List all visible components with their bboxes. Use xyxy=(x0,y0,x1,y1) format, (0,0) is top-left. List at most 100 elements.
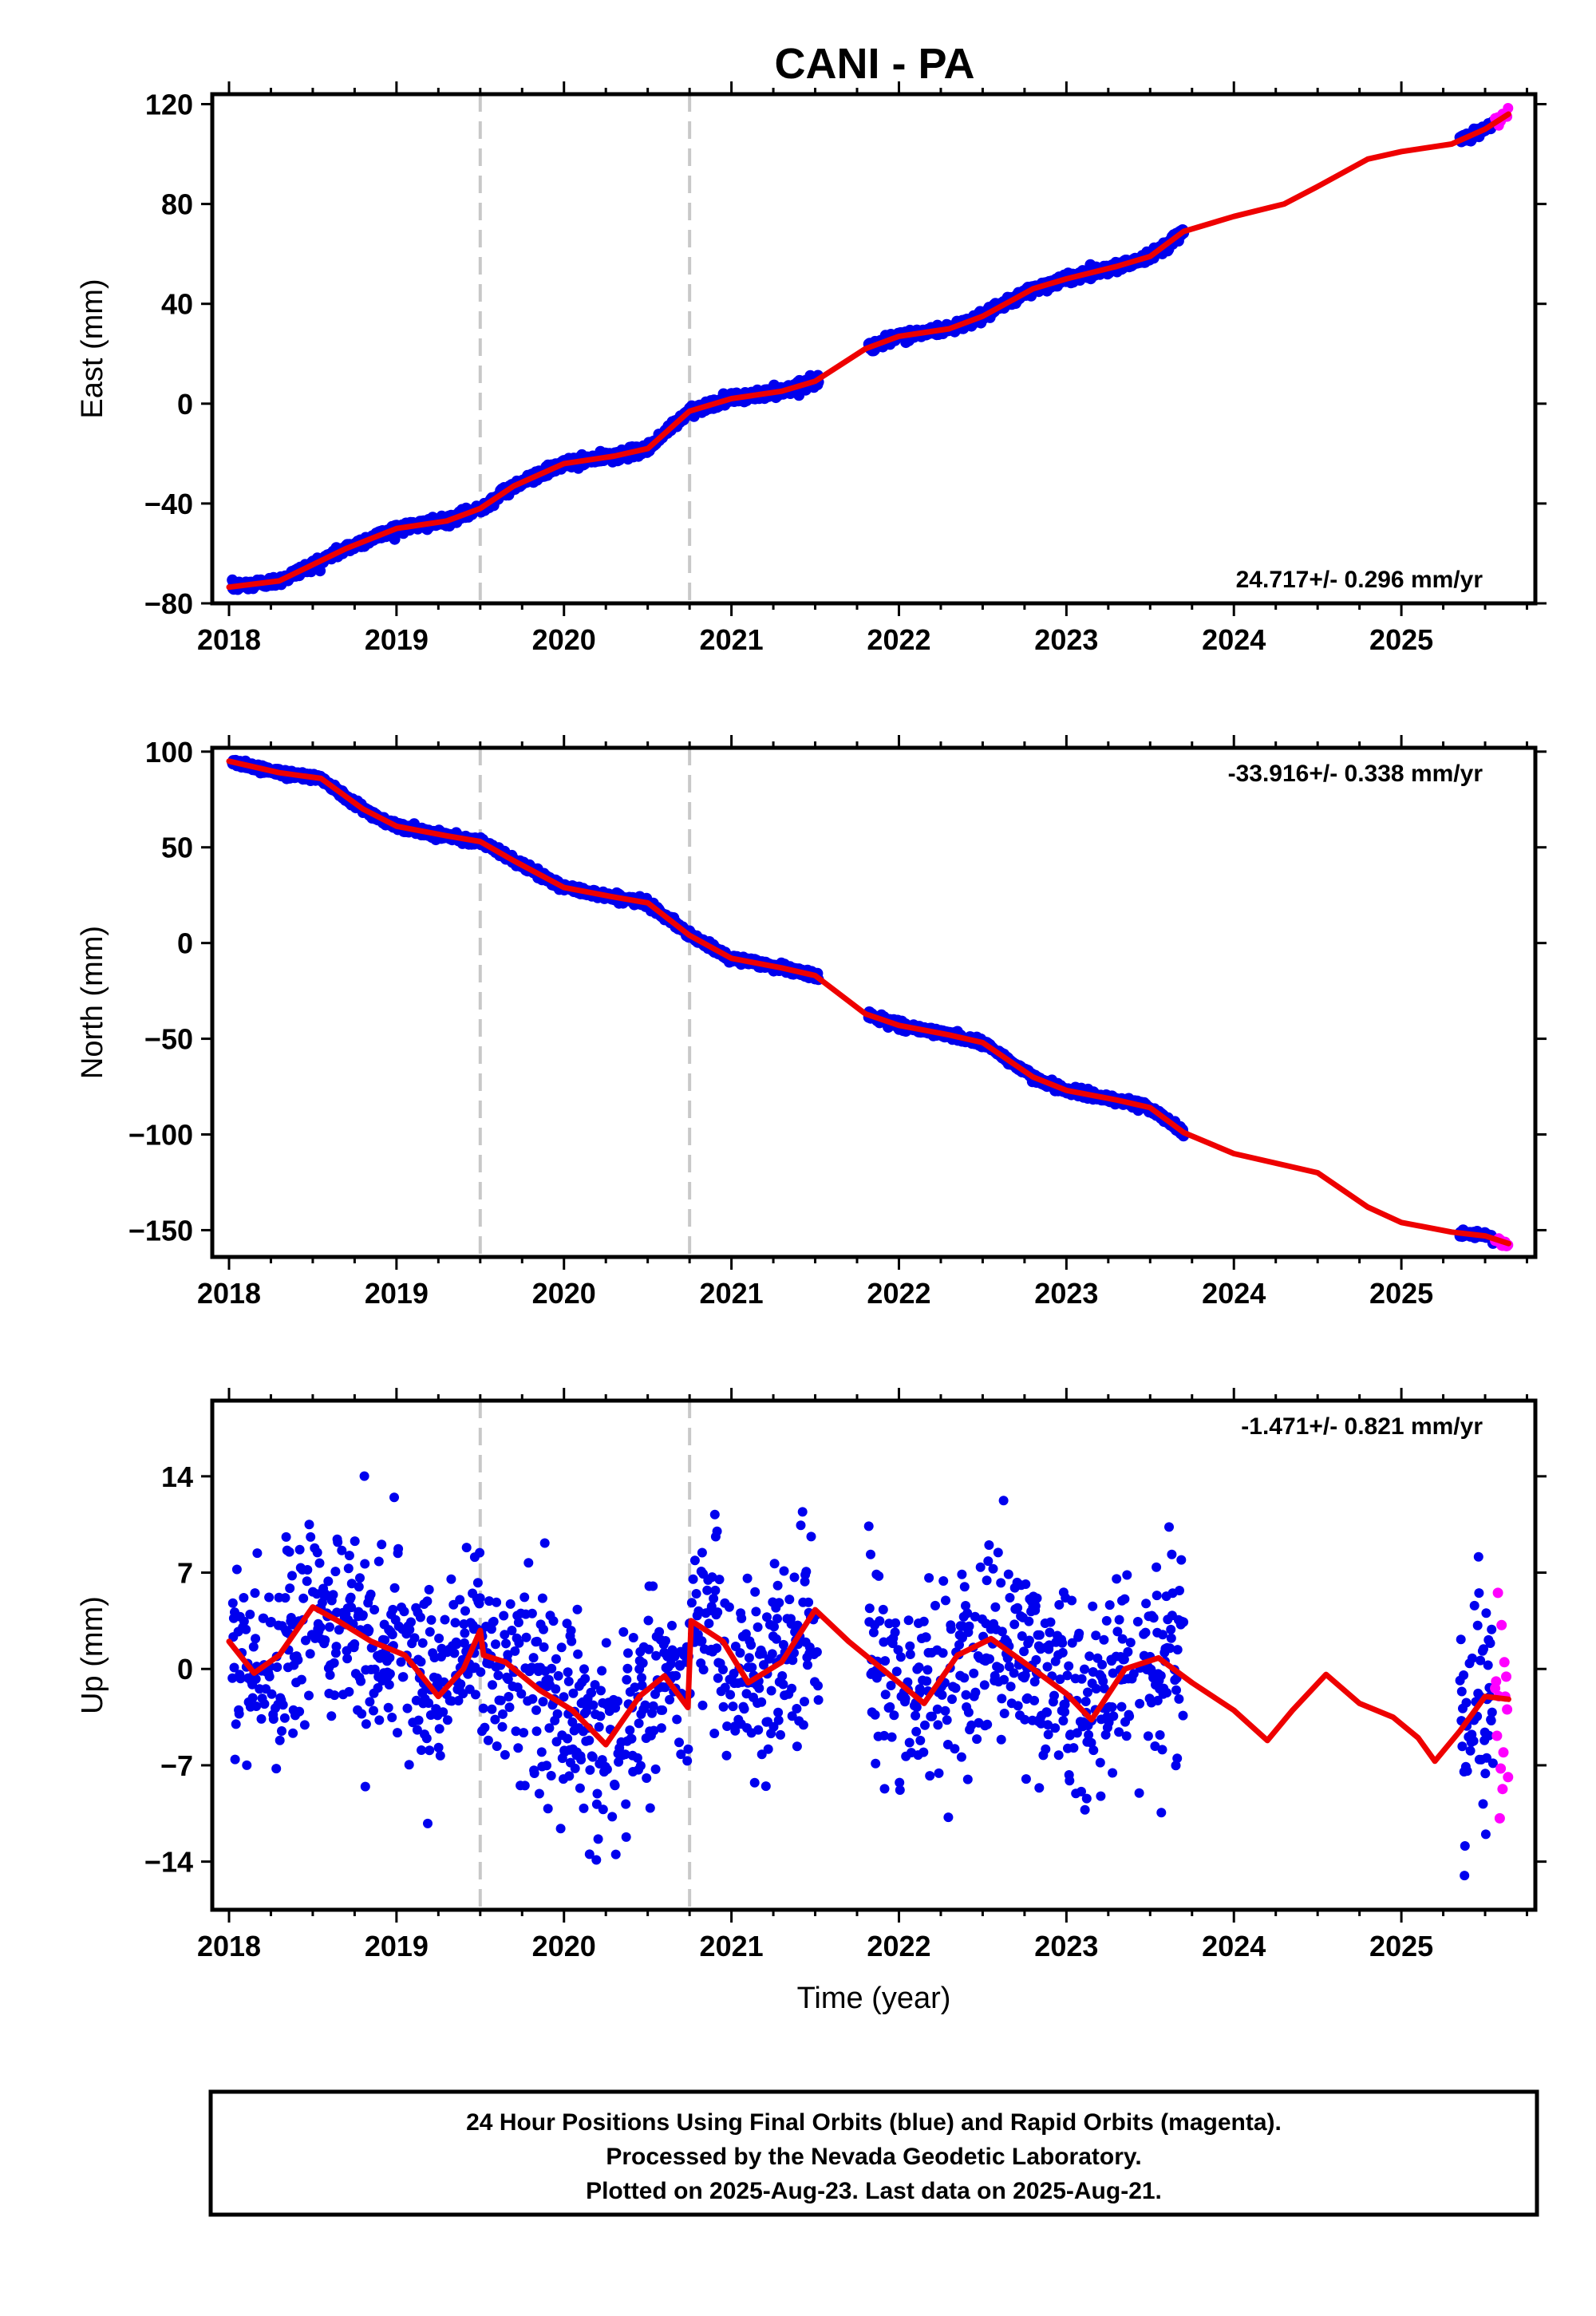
final-orbit-point xyxy=(325,1622,334,1632)
final-orbit-point xyxy=(618,1626,629,1637)
final-orbit-point xyxy=(277,1726,286,1736)
final-orbit-point xyxy=(553,1670,563,1681)
final-orbit-point xyxy=(635,1761,646,1771)
final-orbit-point xyxy=(575,1783,585,1793)
final-orbit-point xyxy=(442,1715,452,1725)
final-orbit-point xyxy=(231,1564,242,1575)
final-orbit-point xyxy=(227,1598,238,1608)
final-orbit-point xyxy=(539,1624,548,1634)
final-orbit-point xyxy=(590,1680,600,1690)
final-orbit-point xyxy=(501,1638,511,1649)
final-orbit-point xyxy=(417,1638,428,1648)
final-orbit-point xyxy=(576,1754,587,1765)
x-tick-label: 2025 xyxy=(1369,1277,1433,1310)
final-orbit-point xyxy=(513,1743,523,1753)
final-orbit-point xyxy=(475,1547,485,1558)
final-orbit-point xyxy=(651,1650,662,1661)
final-orbit-point xyxy=(555,1824,566,1834)
y-tick-label: −50 xyxy=(144,1023,193,1056)
final-orbit-point xyxy=(416,1657,426,1667)
final-orbit-point xyxy=(231,1719,241,1729)
final-orbit-point xyxy=(425,1745,435,1756)
final-orbit-point xyxy=(645,1803,655,1813)
final-orbit-point xyxy=(532,1636,543,1646)
y-tick-label: 80 xyxy=(161,188,193,221)
final-orbit-point xyxy=(399,1607,409,1617)
final-orbit-point xyxy=(597,1666,607,1676)
final-orbit-point xyxy=(393,1543,404,1554)
final-orbit-point xyxy=(567,1717,578,1727)
final-orbit-point xyxy=(421,1733,432,1744)
final-orbit-point xyxy=(460,1606,470,1616)
final-orbit-point xyxy=(333,1537,343,1547)
final-orbit-point xyxy=(425,1626,435,1637)
x-tick-label: 2023 xyxy=(1034,623,1098,656)
final-orbit-point xyxy=(592,1788,602,1799)
final-orbit-point xyxy=(234,1709,244,1719)
velocity-annotation: 24.717+/- 0.296 mm/yr xyxy=(1236,567,1483,593)
final-orbit-point xyxy=(543,1804,553,1814)
final-orbit-point xyxy=(593,1834,603,1844)
final-orbit-point xyxy=(239,1616,249,1626)
final-orbit-point xyxy=(331,1642,342,1652)
y-tick-label: −80 xyxy=(144,587,193,620)
final-orbit-point xyxy=(622,1674,632,1685)
final-orbit-point xyxy=(490,1714,500,1725)
x-tick-label: 2024 xyxy=(1202,623,1266,656)
final-orbit-point xyxy=(472,1578,483,1588)
final-orbit-point xyxy=(514,1638,524,1648)
final-orbit-point xyxy=(373,1683,383,1693)
final-orbit-point xyxy=(280,1593,290,1603)
final-orbit-point xyxy=(424,1698,434,1708)
final-orbit-point xyxy=(511,1726,521,1737)
final-orbit-point xyxy=(602,1765,612,1774)
final-orbit-point xyxy=(380,1635,390,1646)
final-orbit-point xyxy=(383,1702,393,1713)
final-orbit-point xyxy=(564,1771,575,1781)
final-orbit-point xyxy=(423,1818,433,1828)
final-orbit-point xyxy=(534,1788,544,1799)
final-orbit-point xyxy=(542,1761,551,1771)
final-orbit-point xyxy=(572,1604,583,1614)
final-orbit-point xyxy=(503,1650,513,1660)
final-orbit-point xyxy=(342,1654,353,1664)
final-orbit-point xyxy=(531,1726,542,1737)
final-orbit-point xyxy=(264,1671,275,1682)
final-orbit-point xyxy=(315,1622,326,1633)
final-orbit-point xyxy=(446,1574,456,1584)
final-orbit-point xyxy=(638,1658,648,1668)
final-orbit-point xyxy=(595,1711,606,1721)
final-orbit-point xyxy=(294,1544,305,1555)
final-orbit-point xyxy=(621,1832,631,1842)
final-orbit-point xyxy=(460,1628,470,1638)
final-orbit-point xyxy=(424,1584,434,1595)
final-orbit-point xyxy=(568,1688,579,1698)
final-orbit-point xyxy=(456,1679,466,1690)
final-orbit-point xyxy=(385,1653,395,1663)
final-orbit-point xyxy=(288,1728,298,1738)
final-orbit-point xyxy=(567,1636,577,1646)
final-orbit-point xyxy=(643,1615,654,1626)
y-tick-label: 100 xyxy=(145,736,193,769)
final-orbit-point xyxy=(538,1697,548,1707)
final-orbit-point xyxy=(320,1635,330,1646)
final-orbit-point xyxy=(287,1571,297,1581)
x-tick-label: 2023 xyxy=(1034,1277,1098,1310)
final-orbit-point xyxy=(369,1664,380,1674)
final-orbit-point xyxy=(503,1674,513,1685)
x-tick-label: 2018 xyxy=(197,623,261,656)
final-orbit-point xyxy=(433,1742,444,1753)
final-orbit-point xyxy=(519,1592,530,1603)
final-orbit-point xyxy=(354,1582,364,1592)
final-orbit-point xyxy=(613,1696,622,1706)
final-orbit-point xyxy=(492,1597,502,1607)
final-orbit-point xyxy=(610,1780,620,1791)
final-orbit-point xyxy=(507,1626,517,1635)
final-orbit-point xyxy=(242,1760,252,1770)
y-tick-label: −150 xyxy=(128,1214,193,1247)
final-orbit-point xyxy=(630,1682,640,1693)
final-orbit-point xyxy=(422,1596,433,1607)
final-orbit-point xyxy=(529,1769,539,1778)
final-orbit-point xyxy=(637,1673,646,1683)
